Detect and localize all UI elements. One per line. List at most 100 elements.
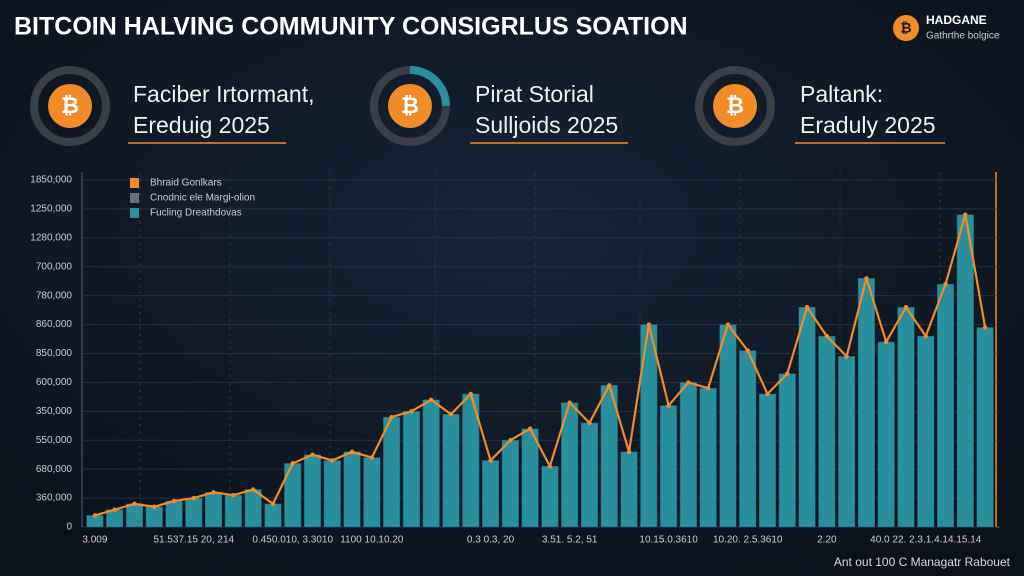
brand-icon: ₿ <box>900 20 911 36</box>
point-marker <box>785 371 790 376</box>
point-marker <box>567 400 572 405</box>
x-tick-label: 3.51. 5.2, 51 <box>542 535 598 546</box>
card: ₿ Faciber Irtormant, Ereduig 2025 <box>30 66 315 146</box>
legend-label: Fucling Dreathdovas <box>150 208 242 219</box>
point-marker <box>982 325 988 330</box>
point-marker <box>527 426 533 431</box>
point-marker <box>725 322 731 327</box>
x-tick-label: 10.20. 2.5.3610 <box>713 535 783 546</box>
point-marker <box>191 495 197 501</box>
point-marker <box>448 412 454 417</box>
bar <box>343 451 361 528</box>
y-tick-label: 0 <box>66 522 72 533</box>
x-tick-label: 1100 10.10.20 <box>340 535 404 546</box>
y-tick-label: 1250,000 <box>30 204 72 215</box>
point-marker <box>607 383 612 388</box>
bar <box>383 416 401 528</box>
ring-arc <box>409 66 450 107</box>
bar <box>442 413 460 528</box>
point-marker <box>765 391 770 397</box>
bar <box>838 356 856 528</box>
point-marker <box>211 490 216 495</box>
card-line2: Eradulу 2025 <box>800 112 936 138</box>
bar <box>303 454 322 528</box>
brand-sub: Gathrthe bolgice <box>926 31 1000 42</box>
y-tick-label: 780,000 <box>36 290 73 301</box>
card-line1: Faciber Irtormant, <box>133 81 315 107</box>
bar <box>699 387 717 528</box>
point-marker <box>508 438 513 443</box>
x-tick-label: 0.3 0.3, 20 <box>467 535 515 546</box>
bar <box>917 335 935 528</box>
bar <box>501 440 519 528</box>
bar <box>402 411 420 528</box>
point-marker <box>943 281 948 287</box>
bar <box>165 500 183 528</box>
card-line1: Paltank: <box>800 81 883 107</box>
y-tick-label: 350,000 <box>36 406 73 417</box>
page-title: BITCOIN HALVING COMMUNITY CONSIGRLUS SOA… <box>14 13 688 41</box>
point-marker <box>686 380 691 385</box>
bar <box>363 457 381 528</box>
bar <box>224 494 242 528</box>
legend-label: Cnodnic ele Margi-olion <box>150 193 255 204</box>
ring <box>30 66 110 146</box>
card-line1: Pirat Storial <box>475 81 594 107</box>
y-tick-label: 360,000 <box>36 493 73 504</box>
point-marker <box>369 455 375 460</box>
point-marker <box>310 452 315 457</box>
bar <box>897 306 915 528</box>
coin-icon: ₿ <box>401 93 419 118</box>
bar <box>521 428 539 528</box>
x-tick-label: 40.0 22. 2.3.1.4.14.15.14 <box>870 535 982 546</box>
brand-name: HADGANE <box>926 13 987 27</box>
bar <box>541 466 559 528</box>
bar <box>244 489 262 528</box>
x-tick-label: 3.009 <box>82 535 107 546</box>
coin <box>713 84 757 128</box>
x-tick-label: 0.450.010, 3.3010 <box>252 535 333 546</box>
bar <box>818 335 836 528</box>
coin-icon: ₿ <box>61 93 79 118</box>
card-line2: Ereduig 2025 <box>133 112 270 138</box>
point-marker <box>626 449 632 455</box>
x-tick-label: 51.537.15 20, 214 <box>153 535 234 546</box>
bar <box>877 341 895 528</box>
bar <box>205 492 223 528</box>
y-tick-label: 850,000 <box>36 348 73 359</box>
point-marker <box>923 333 928 339</box>
point-marker <box>488 458 493 463</box>
point-marker <box>883 339 889 345</box>
point-marker <box>468 391 473 397</box>
bar <box>936 283 955 528</box>
brand-logo <box>893 15 919 41</box>
point-marker <box>844 354 849 359</box>
point-marker <box>112 507 117 512</box>
y-tick-label: 680,000 <box>36 464 73 475</box>
y-tick-label: 600,000 <box>36 377 73 388</box>
bar <box>956 214 974 528</box>
bar <box>481 460 500 528</box>
point-marker <box>824 333 830 339</box>
point-marker <box>290 461 295 466</box>
bar <box>798 306 816 528</box>
point-marker <box>389 414 394 420</box>
bar <box>758 393 777 528</box>
y-tick-label: 1850,000 <box>30 175 72 186</box>
bar <box>125 503 144 528</box>
bar <box>857 278 875 528</box>
point-marker <box>963 212 968 217</box>
x-tick-label: 2.20 <box>817 535 837 546</box>
x-tick-label: 10.15.0.3610 <box>639 535 698 546</box>
bar <box>264 503 282 528</box>
point-marker <box>587 420 592 426</box>
bar <box>660 405 678 528</box>
point-marker <box>270 501 276 507</box>
point-marker <box>745 348 750 353</box>
coin <box>48 84 92 128</box>
bar <box>719 324 737 528</box>
legend-label: Bhraid Gonlkars <box>150 178 222 189</box>
point-marker <box>864 276 869 281</box>
